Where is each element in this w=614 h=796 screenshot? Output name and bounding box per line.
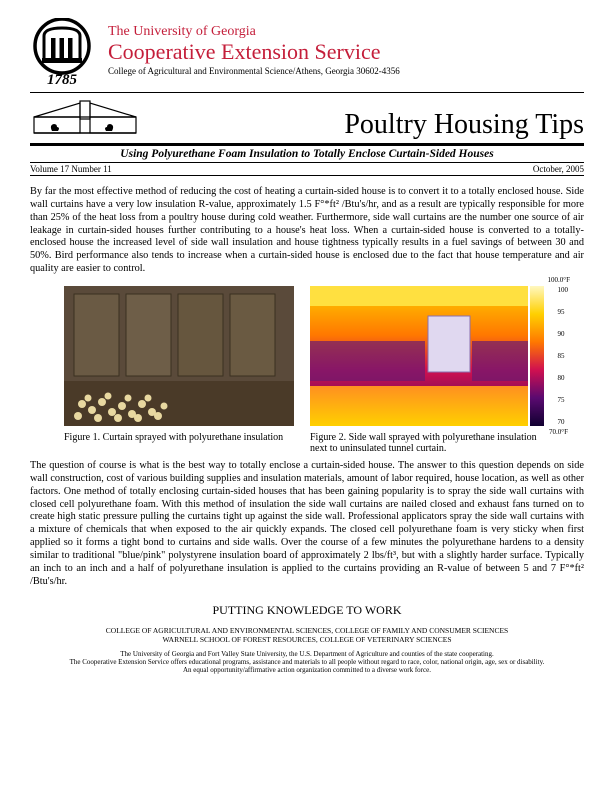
footer-fine-3: An equal opportunity/affirmative action … <box>30 666 584 674</box>
figure-1-image <box>64 286 294 426</box>
subtitle-bar: Using Polyurethane Foam Insulation to To… <box>30 143 584 163</box>
figure-1-caption: Figure 1. Curtain sprayed with polyureth… <box>64 432 294 443</box>
colorbar-ticks: 100 95 90 85 80 75 70 <box>558 286 569 426</box>
cb-tick: 90 <box>558 330 569 338</box>
body-paragraph-2: The question of course is what is the be… <box>30 460 584 589</box>
document-footer: PUTTING KNOWLEDGE TO WORK COLLEGE OF AGR… <box>30 603 584 675</box>
cb-tick: 100 <box>558 286 569 294</box>
footer-colleges: COLLEGE OF AGRICULTURAL AND ENVIRONMENTA… <box>30 626 584 644</box>
document-header: 1785 The University of Georgia Cooperati… <box>30 18 584 88</box>
footer-fine-2: The Cooperative Extension Service offers… <box>30 658 584 666</box>
figure-2-thermal-image <box>310 286 528 426</box>
figure-2: 100.0°F 100 95 90 85 80 75 70 70.0°F Fig… <box>310 286 550 454</box>
cb-tick: 75 <box>558 396 569 404</box>
poultry-house-icon <box>30 99 140 141</box>
volume-date-row: Volume 17 Number 11 October, 2005 <box>30 163 584 176</box>
colorbar-top-label: 100.0°F <box>548 276 570 284</box>
thermal-colorbar: 100.0°F 100 95 90 85 80 75 70 70.0°F <box>530 286 544 426</box>
figure-2-caption: Figure 2. Side wall sprayed with polyure… <box>310 432 550 454</box>
figure-1: Figure 1. Curtain sprayed with polyureth… <box>64 286 294 454</box>
svg-text:1785: 1785 <box>47 72 78 88</box>
service-name: Cooperative Extension Service <box>108 40 584 64</box>
university-name: The University of Georgia <box>108 24 584 40</box>
body-paragraph-1: By far the most effective method of redu… <box>30 186 584 276</box>
uga-arch-logo: 1785 <box>30 18 94 88</box>
volume-number: Volume 17 Number 11 <box>30 164 112 174</box>
figure-2-image-wrap: 100.0°F 100 95 90 85 80 75 70 70.0°F <box>310 286 550 426</box>
title-row: Poultry Housing Tips <box>30 99 584 141</box>
footer-fine-1: The University of Georgia and Fort Valle… <box>30 650 584 658</box>
footer-colleges-line2: WARNELL SCHOOL OF FOREST RESOURCES, COLL… <box>30 635 584 644</box>
newsletter-title: Poultry Housing Tips <box>140 109 584 141</box>
cb-tick: 85 <box>558 352 569 360</box>
figures-row: Figure 1. Curtain sprayed with polyureth… <box>30 286 584 454</box>
cb-tick: 70 <box>558 418 569 426</box>
footer-fine-print: The University of Georgia and Fort Valle… <box>30 650 584 675</box>
cb-tick: 95 <box>558 308 569 316</box>
issue-date: October, 2005 <box>533 164 584 174</box>
article-subtitle: Using Polyurethane Foam Insulation to To… <box>30 148 584 160</box>
college-address: College of Agricultural and Environmenta… <box>108 66 584 76</box>
header-text-block: The University of Georgia Cooperative Ex… <box>108 18 584 76</box>
footer-colleges-line1: COLLEGE OF AGRICULTURAL AND ENVIRONMENTA… <box>30 626 584 635</box>
cb-tick: 80 <box>558 374 569 382</box>
colorbar-bottom-label: 70.0°F <box>549 428 568 436</box>
footer-motto: PUTTING KNOWLEDGE TO WORK <box>30 603 584 618</box>
header-divider <box>30 92 584 93</box>
